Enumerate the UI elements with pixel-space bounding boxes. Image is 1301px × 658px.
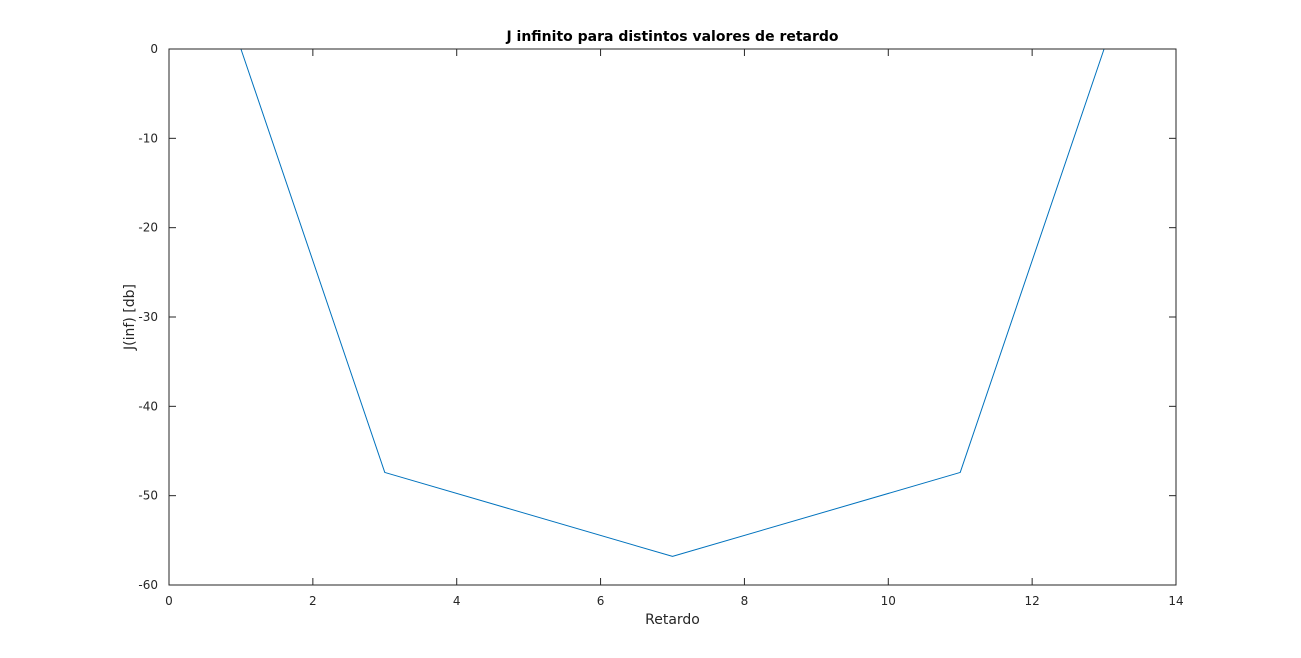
x-tick-label: 2: [309, 594, 317, 608]
x-tick-label: 0: [165, 594, 173, 608]
x-tick-label: 12: [1025, 594, 1040, 608]
plot-area-frame: [168, 48, 1177, 586]
y-tick-label: -60: [138, 578, 158, 592]
x-tick-label: 6: [597, 594, 605, 608]
x-tick-label: 10: [881, 594, 896, 608]
x-axis-ticks: 0 2 4 6 8 10 12 14: [165, 49, 1184, 608]
x-axis-label: Retardo: [645, 612, 700, 628]
chart-title: J infinito para distintos valores de ret…: [505, 29, 838, 45]
y-tick-label: -50: [138, 489, 158, 503]
y-tick-label: -20: [138, 221, 158, 235]
series-line: [240, 48, 1105, 557]
x-tick-label: 8: [741, 594, 749, 608]
plot-background: [169, 49, 1176, 585]
y-tick-label: -10: [138, 131, 158, 145]
series-layer: [240, 48, 1105, 557]
y-axis-label: J(inf) [db]: [122, 284, 138, 351]
y-tick-label: -40: [138, 399, 158, 413]
x-tick-label: 14: [1168, 594, 1183, 608]
y-tick-label: 0: [150, 42, 158, 56]
y-tick-label: -30: [138, 310, 158, 324]
x-tick-label: 4: [453, 594, 461, 608]
